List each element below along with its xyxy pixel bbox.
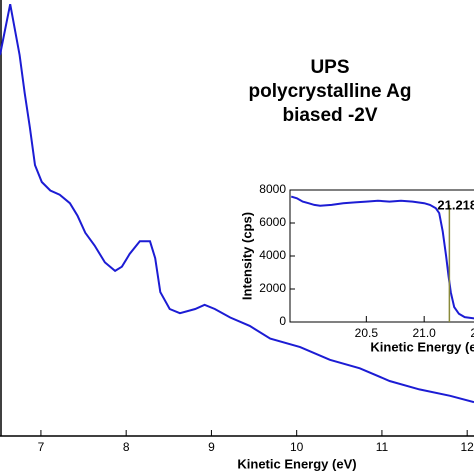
x-tick-label: 21.0 [412, 326, 436, 340]
y-tick-label: 4000 [259, 248, 286, 262]
x-tick-label: 20.5 [355, 326, 379, 340]
inset-frame [289, 189, 474, 323]
x-axis-label: Kinetic Energy (eV) [370, 339, 474, 354]
y-tick-label: 6000 [259, 215, 286, 229]
x-tick-label: 10 [290, 440, 304, 454]
y-tick-label: 8000 [259, 182, 286, 196]
chart-title: UPS [310, 57, 349, 78]
annotation-label: 21.218 [437, 197, 474, 212]
chart-title: polycrystalline Ag [249, 81, 412, 102]
x-tick-label: 11 [376, 440, 389, 454]
x-tick-label: 8 [123, 440, 130, 454]
data-line [290, 195, 474, 320]
data-line [0, 4, 474, 404]
x-tick-label: 9 [208, 440, 215, 454]
y-axis-label: Intensity (cps) [239, 212, 254, 300]
chart-title: biased -2V [282, 105, 377, 126]
x-tick-label: 21.5 [470, 326, 474, 340]
x-axis-label: Kinetic Energy (eV) [237, 456, 356, 471]
y-tick-label: 0 [279, 314, 286, 328]
x-tick-label: 12 [461, 440, 474, 454]
y-tick-label: 2000 [259, 281, 286, 295]
x-tick-label: 7 [38, 440, 45, 454]
